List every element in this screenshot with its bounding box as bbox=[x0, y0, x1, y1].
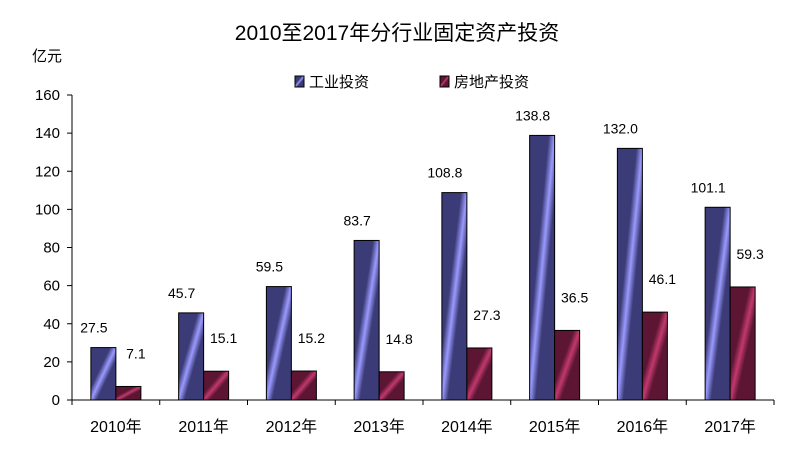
data-label: 138.8 bbox=[515, 107, 550, 123]
y-tick-label: 40 bbox=[43, 316, 60, 333]
x-tick-label: 2014年 bbox=[441, 418, 493, 436]
y-tick-label: 120 bbox=[35, 163, 60, 180]
data-label: 46.1 bbox=[649, 271, 676, 287]
bar-real-estate bbox=[641, 311, 668, 401]
data-label: 27.3 bbox=[473, 307, 500, 323]
y-tick-label: 100 bbox=[35, 201, 60, 218]
bars bbox=[90, 134, 756, 401]
legend-swatch bbox=[439, 75, 450, 88]
data-label: 36.5 bbox=[561, 289, 588, 305]
data-label: 83.7 bbox=[344, 212, 371, 228]
bar-real-estate bbox=[554, 329, 581, 401]
bar-industry bbox=[265, 286, 292, 401]
bar-real-estate bbox=[203, 370, 230, 401]
data-label: 15.1 bbox=[210, 330, 237, 346]
bar-industry bbox=[704, 206, 731, 401]
y-tick-label: 0 bbox=[52, 392, 60, 409]
bar-industry bbox=[616, 147, 643, 401]
legend-label: 房地产投资 bbox=[454, 74, 529, 91]
legend-swatch bbox=[294, 75, 305, 88]
data-label: 7.1 bbox=[126, 345, 146, 361]
x-tick-label: 2016年 bbox=[617, 418, 669, 436]
y-tick-label: 60 bbox=[43, 278, 60, 295]
axes: 0 20 40 60 80 100 120 140 160 2010年 2011年 2012年 2013… bbox=[35, 87, 775, 436]
y-tick-label: 160 bbox=[35, 87, 60, 104]
bar-industry bbox=[90, 347, 117, 401]
data-label: 14.8 bbox=[386, 331, 413, 347]
chart-title: 2010至2017年分行业固定资产投资 bbox=[235, 22, 559, 45]
y-tick-label: 80 bbox=[43, 240, 60, 257]
bar-industry bbox=[178, 312, 205, 401]
x-tick-label: 2017年 bbox=[704, 418, 756, 436]
y-axis-unit-label: 亿元 bbox=[32, 48, 62, 65]
data-label: 59.3 bbox=[737, 246, 764, 262]
bar-real-estate bbox=[115, 385, 142, 401]
x-tick-label: 2015年 bbox=[529, 418, 581, 436]
bar-real-estate bbox=[378, 371, 405, 401]
x-tick-label: 2012年 bbox=[266, 418, 318, 436]
data-label: 101.1 bbox=[691, 179, 726, 195]
legend: 工业投资 房地产投资 bbox=[294, 74, 529, 91]
bar-real-estate bbox=[466, 347, 493, 401]
x-tick-label: 2011年 bbox=[178, 418, 228, 436]
bar-industry bbox=[441, 192, 468, 401]
bar-industry bbox=[353, 239, 380, 401]
data-label: 27.5 bbox=[80, 320, 107, 336]
data-label: 108.8 bbox=[427, 165, 462, 181]
x-tick-label: 2010年 bbox=[90, 418, 142, 436]
y-tick-label: 20 bbox=[43, 354, 60, 371]
data-labels: 27.5 7.1 45.7 15.1 59.5 15.2 83.7 14.8 108.8 27.3… bbox=[80, 107, 764, 361]
legend-label: 工业投资 bbox=[309, 74, 369, 91]
bar-industry bbox=[529, 134, 556, 401]
data-label: 15.2 bbox=[298, 330, 325, 346]
data-label: 132.0 bbox=[603, 120, 638, 136]
y-tick-label: 140 bbox=[35, 125, 60, 142]
data-label: 59.5 bbox=[256, 259, 283, 275]
data-label: 45.7 bbox=[168, 285, 195, 301]
x-tick-label: 2013年 bbox=[353, 418, 405, 436]
bar-real-estate bbox=[729, 286, 756, 401]
bar-real-estate bbox=[290, 370, 317, 401]
